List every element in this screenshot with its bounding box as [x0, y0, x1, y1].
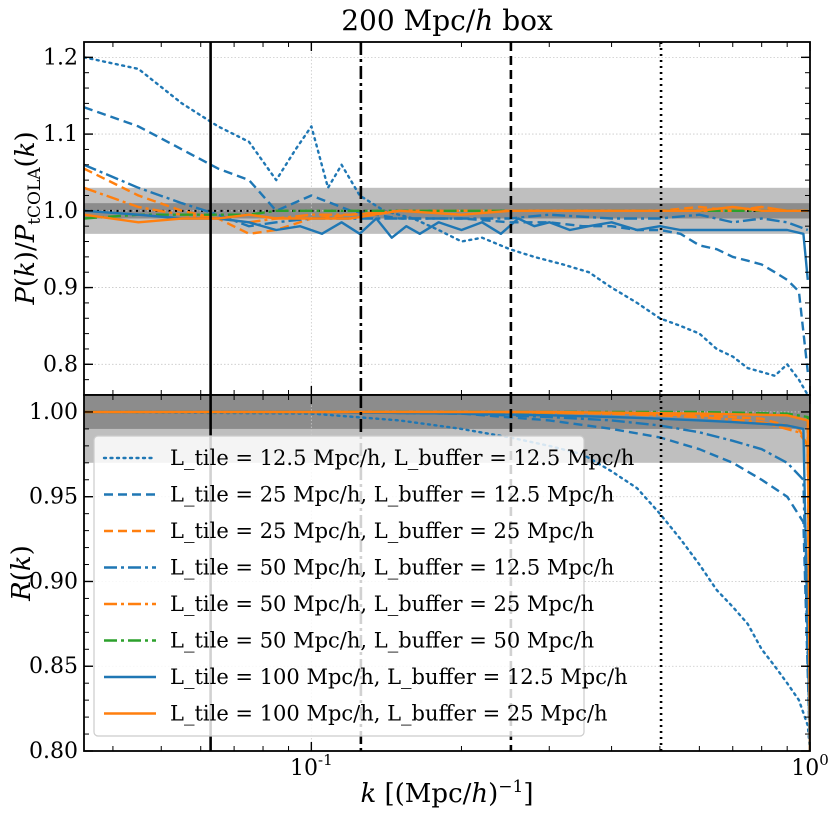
title-number: 200 Mpc/: [341, 4, 476, 37]
legend: L_tile = 12.5 Mpc/h, L_buffer = 12.5 Mpc…: [93, 435, 634, 737]
legend-label-3: L_tile = 50 Mpc/h, L_buffer = 12.5 Mpc/h: [170, 556, 614, 580]
bottom-ytick-label-0: 0.80: [29, 739, 78, 764]
title-h: h: [475, 4, 493, 37]
title-box: box: [493, 4, 553, 37]
top-series-line-3: [84, 163, 809, 232]
top-series: [84, 56, 810, 395]
top-ytick-label-1: 0.9: [43, 276, 78, 301]
top-series-line-6: [84, 209, 809, 281]
legend-label-1: L_tile = 25 Mpc/h, L_buffer = 12.5 Mpc/h: [170, 483, 614, 507]
top-series-line-0: [84, 56, 809, 395]
legend-label-6: L_tile = 100 Mpc/h, L_buffer = 12.5 Mpc/…: [170, 665, 628, 689]
top-series-line-1: [84, 106, 809, 373]
bottom-ytick-label-3: 0.95: [29, 485, 78, 510]
bottom-ytick-label-1: 0.85: [29, 654, 78, 679]
bottom-series-line-7: [84, 410, 810, 751]
top-series-line-5: [84, 209, 808, 220]
bottom-series-line-6: [84, 410, 810, 751]
bottom-series: [84, 410, 810, 751]
bottom-panel: 0.80 0.85 0.90 0.95 1.00 10-1 100 R(k) k [(Mpc…: [7, 394, 829, 809]
legend-label-5: L_tile = 50 Mpc/h, L_buffer = 50 Mpc/h: [170, 629, 594, 653]
top-ytick-label-4: 1.2: [43, 45, 78, 70]
top-series-line-7: [84, 205, 808, 224]
bottom-ytick-label-4: 1.00: [29, 400, 78, 425]
legend-box: [93, 435, 585, 737]
bottom-series-line-3: [84, 410, 810, 751]
bottom-series-line-0: [84, 410, 810, 751]
top-ytick-label-3: 1.1: [43, 122, 78, 147]
top-ytick-label-0: 0.8: [43, 352, 78, 377]
legend-label-0: L_tile = 12.5 Mpc/h, L_buffer = 12.5 Mpc…: [170, 446, 634, 470]
xtick-label-0: 10-1: [290, 751, 333, 781]
x-axis-label: k [(Mpc/h)−1]: [360, 777, 533, 809]
top-ytick-label-2: 1.0: [43, 199, 78, 224]
bottom-ylabel: R(k): [7, 545, 37, 602]
chart-title: 200 Mpc/h box: [341, 4, 553, 37]
legend-label-4: L_tile = 50 Mpc/h, L_buffer = 25 Mpc/h: [170, 592, 594, 616]
legend-label-7: L_tile = 100 Mpc/h, L_buffer = 25 Mpc/h: [170, 702, 608, 726]
top-ylabel: P(k)/PtCOLA(k): [11, 131, 45, 305]
legend-label-2: L_tile = 25 Mpc/h, L_buffer = 25 Mpc/h: [170, 519, 594, 543]
top-panel: 0.8 0.9 1.0 1.1 1.2 P(k)/PtCOLA(k): [11, 41, 811, 396]
xtick-label-1: 100: [791, 751, 829, 781]
bottom-frame: [83, 394, 811, 752]
bottom-ytick-label-2: 0.90: [29, 569, 78, 594]
top-vlines: [209, 42, 663, 395]
